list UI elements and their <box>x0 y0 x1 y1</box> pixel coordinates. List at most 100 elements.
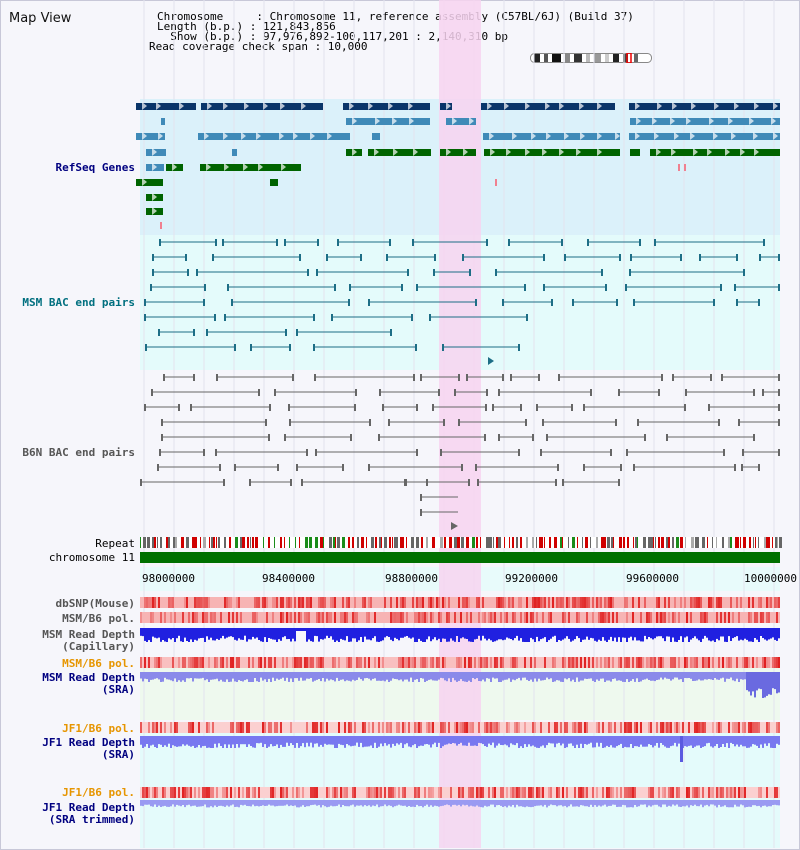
depth-bar <box>522 800 524 807</box>
heat-cell <box>470 722 472 733</box>
repeat-element <box>342 537 345 548</box>
repeat-element <box>400 537 403 548</box>
track-label-repeat[interactable]: Repeat <box>95 537 135 550</box>
depth-bar <box>582 628 584 640</box>
heat-cell <box>424 787 426 798</box>
depth-bar <box>742 628 744 641</box>
track-label-msm-b6-pol[interactable]: MSM/B6 pol. <box>62 612 135 625</box>
heat-cell <box>466 597 468 608</box>
track-label-dbsnp[interactable]: dbSNP(Mouse) <box>55 597 135 610</box>
depth-bar <box>234 736 236 748</box>
depth-bar <box>576 672 578 678</box>
depth-bar <box>512 672 514 680</box>
heat-cell <box>204 612 206 623</box>
depth-bar <box>330 800 332 806</box>
heat-cell <box>578 722 580 733</box>
chromosome-ideogram[interactable] <box>530 53 652 63</box>
track-label-jf1-read-depth-sra[interactable]: JF1 Read Depth (SRA) <box>42 737 135 761</box>
depth-bar <box>654 736 656 746</box>
depth-bar <box>444 628 446 639</box>
depth-bar <box>162 672 164 682</box>
heat-cell <box>442 722 444 733</box>
heat-cell <box>778 597 780 608</box>
heat-cell <box>470 657 472 668</box>
depth-bar <box>416 800 418 805</box>
heat-cell <box>430 722 432 733</box>
depth-bar <box>512 736 514 745</box>
depth-bar <box>544 628 546 638</box>
depth-bar <box>728 800 730 808</box>
repeat-element <box>444 537 446 548</box>
bac-end <box>758 464 760 471</box>
depth-bar <box>548 736 550 743</box>
track-label-msm-read-depth-capillary[interactable]: MSM Read Depth (Capillary) <box>42 629 135 653</box>
track-label-b6n-bac[interactable]: B6N BAC end pairs <box>22 446 135 459</box>
track-label-msm-bac[interactable]: MSM BAC end pairs <box>22 296 135 309</box>
track-label-jf1-b6-pol[interactable]: JF1/B6 pol. <box>62 722 135 735</box>
depth-bar <box>524 672 526 678</box>
depth-bar <box>304 800 306 807</box>
depth-bar <box>172 800 174 805</box>
depth-bar <box>640 672 642 682</box>
depth-bar <box>746 800 748 807</box>
depth-bar <box>588 628 590 640</box>
track-label-jf1-read-depth-trimmed[interactable]: JF1 Read Depth (SRA trimmed) <box>42 802 135 826</box>
repeat-element <box>753 537 754 548</box>
depth-bar <box>208 736 210 748</box>
track-label-refseq-genes[interactable]: RefSeq Genes <box>55 161 135 174</box>
depth-bar <box>184 736 186 746</box>
gene-strand-arrow <box>713 132 718 140</box>
heat-cell <box>338 657 340 668</box>
depth-bar <box>220 800 222 806</box>
repeat-element <box>728 537 731 548</box>
repeat-element <box>590 537 591 548</box>
depth-bar <box>602 628 604 638</box>
depth-bar <box>262 672 264 681</box>
bac-end <box>390 329 392 336</box>
heat-cell <box>272 597 274 608</box>
depth-bar <box>510 628 512 639</box>
depth-bar <box>304 628 306 631</box>
heat-cell <box>372 787 374 798</box>
depth-bar <box>622 628 624 638</box>
track-label-msm-read-depth-sra[interactable]: MSM Read Depth (SRA) <box>42 672 135 696</box>
repeat-element <box>357 537 359 548</box>
depth-bar <box>384 800 386 805</box>
track-label-jf1-b6-pol-trimmed[interactable]: JF1/B6 pol. <box>62 786 135 799</box>
heat-cell <box>482 597 484 608</box>
depth-bar <box>348 800 350 807</box>
depth-bar <box>286 672 288 678</box>
depth-bar <box>256 800 258 806</box>
depth-bar <box>616 628 618 642</box>
depth-bar <box>462 628 464 638</box>
bac-end <box>720 284 722 291</box>
depth-bar <box>408 736 410 747</box>
depth-bar <box>436 628 438 641</box>
track-label-msm-b6-pol-sra[interactable]: MSM/B6 pol. <box>62 657 135 670</box>
depth-bar <box>216 672 218 679</box>
bac-end <box>778 254 780 261</box>
depth-bar <box>418 736 420 747</box>
heat-cell <box>246 787 248 798</box>
heat-cell <box>458 722 460 733</box>
heat-cell <box>576 597 578 608</box>
heat-cell <box>438 597 440 608</box>
heat-cell <box>280 612 282 623</box>
depth-bar <box>498 736 500 744</box>
heat-cell <box>252 787 254 798</box>
depth-bar <box>700 672 702 681</box>
heat-cell <box>202 787 204 798</box>
heat-cell <box>516 657 518 668</box>
heat-cell <box>242 722 244 733</box>
heat-cell <box>154 597 156 608</box>
depth-bar <box>246 628 248 642</box>
depth-bar <box>454 800 456 805</box>
depth-bar <box>172 672 174 682</box>
heat-cell <box>478 657 480 668</box>
depth-bar <box>350 628 352 642</box>
depth-bar <box>696 800 698 807</box>
bac-end <box>485 404 487 411</box>
heat-cell <box>670 787 672 798</box>
depth-bar <box>308 800 310 807</box>
